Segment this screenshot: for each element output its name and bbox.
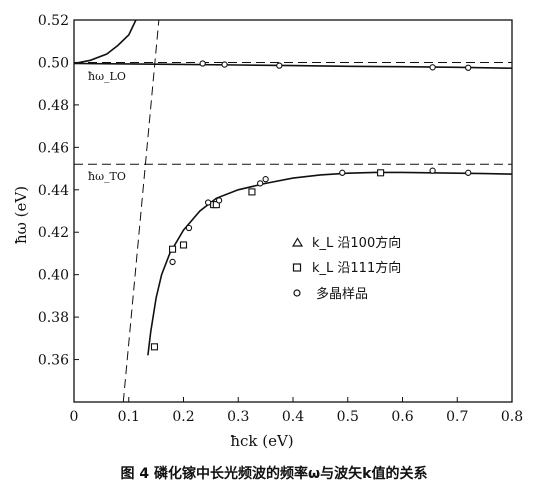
- circle-point: [256, 180, 264, 187]
- y-tick-label: 0.48: [38, 98, 69, 114]
- y-tick-label: 0.36: [38, 353, 69, 369]
- square-point: [169, 245, 177, 253]
- circle-point: [429, 167, 436, 174]
- square-point: [377, 169, 385, 177]
- square-point: [179, 241, 188, 249]
- x-tick-label: 0.3: [227, 409, 249, 425]
- data-points: [150, 60, 472, 351]
- y-tick-label: 0.50: [38, 55, 69, 71]
- omega-to-label: ħω_TO: [88, 170, 126, 183]
- circle-point: [276, 62, 283, 69]
- x-tick-label: 0.7: [446, 409, 468, 425]
- circle-point: [262, 176, 269, 183]
- y-tick-label: 0.44: [38, 183, 69, 199]
- x-tick-label: 0.5: [337, 409, 359, 425]
- y-tick-label: 0.42: [38, 225, 69, 241]
- x-tick-label: 0.6: [391, 409, 413, 425]
- circle-point: [465, 64, 472, 71]
- reference-lines: [74, 19, 512, 403]
- legend: k_L 沿100方向 k_L 沿111方向 多晶样品: [291, 235, 401, 302]
- legend-marker-circle: [293, 289, 301, 297]
- x-tick-label: 0.2: [172, 409, 194, 425]
- legend-marker-square: [292, 263, 302, 272]
- theory-curves: [73, 19, 513, 356]
- circle-point: [215, 197, 223, 204]
- x-tick-label: 0.8: [501, 409, 523, 425]
- y-tick-label: 0.46: [38, 140, 69, 156]
- omega-lo-label: ħω_LO: [88, 70, 126, 83]
- figure-caption: 图 4 磷化镓中长光频波的频率ω与波矢k值的关系: [121, 465, 428, 482]
- y-tick-label: 0.38: [38, 310, 69, 326]
- circle-point: [429, 64, 436, 71]
- light-line: [122, 19, 160, 403]
- x-axis-label: ħck (eV): [230, 432, 293, 450]
- legend-label-poly: 多晶样品: [316, 286, 368, 302]
- y-tick-label: 0.52: [38, 13, 69, 29]
- y-tick-label: 0.40: [38, 268, 69, 284]
- circle-point: [185, 224, 193, 232]
- circle-point: [199, 60, 206, 67]
- square-point: [248, 188, 256, 196]
- plot-axes: [73, 19, 513, 403]
- circle-point: [221, 61, 228, 68]
- tick-labels: 0 0.1 0.2 0.3 0.4 0.5 0.6 0.7 0.8 0.36 0.38 0.40 0.4…: [38, 13, 523, 425]
- legend-label-100: k_L 沿100方向: [312, 235, 401, 251]
- square-point: [150, 343, 159, 351]
- upper-branch-curve: [73, 62, 513, 69]
- x-tick-label: 0.1: [118, 409, 140, 425]
- y-axis-label: ħω (eV): [12, 186, 30, 244]
- lower-branch-curve: [147, 171, 513, 356]
- legend-label-111: k_L 沿111方向: [312, 260, 401, 276]
- upper-rising-curve: [73, 19, 137, 65]
- circle-point: [339, 169, 346, 176]
- circle-point: [169, 258, 176, 266]
- x-tick-label: 0: [70, 409, 79, 425]
- plot-frame: [73, 19, 513, 403]
- circle-point: [465, 169, 472, 176]
- x-tick-label: 0.4: [282, 409, 304, 425]
- circle-point: [204, 199, 212, 206]
- legend-marker-triangle: [291, 237, 304, 247]
